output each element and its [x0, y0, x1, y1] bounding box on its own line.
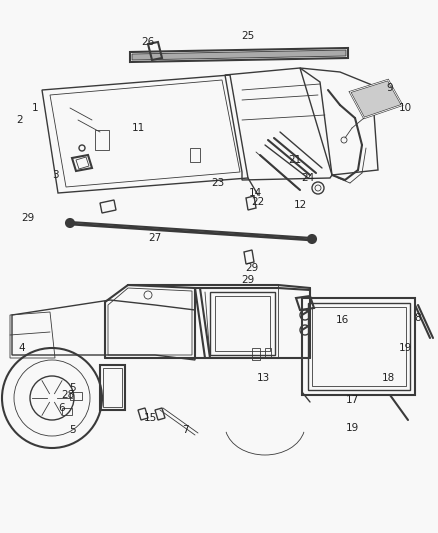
- Text: 11: 11: [131, 123, 145, 133]
- Text: 19: 19: [399, 343, 412, 353]
- Text: 5: 5: [69, 425, 75, 435]
- Polygon shape: [132, 50, 346, 60]
- Text: 6: 6: [59, 403, 65, 413]
- Text: 17: 17: [346, 395, 359, 405]
- Text: 29: 29: [21, 213, 35, 223]
- Text: 14: 14: [248, 188, 261, 198]
- Text: 5: 5: [69, 383, 75, 393]
- Text: 26: 26: [141, 37, 155, 47]
- Text: 12: 12: [293, 200, 307, 210]
- Bar: [190, 148, 200, 162]
- Text: 27: 27: [148, 233, 162, 243]
- Bar: [70, 392, 82, 400]
- Text: 15: 15: [143, 413, 157, 423]
- Text: 2: 2: [17, 115, 23, 125]
- Bar: [62, 408, 72, 415]
- Text: 3: 3: [52, 170, 58, 180]
- Text: 19: 19: [346, 423, 359, 433]
- Text: 21: 21: [288, 155, 302, 165]
- Text: 24: 24: [301, 173, 314, 183]
- Circle shape: [66, 219, 74, 227]
- Text: 23: 23: [212, 178, 225, 188]
- Text: 1: 1: [32, 103, 38, 113]
- Polygon shape: [350, 80, 402, 118]
- Circle shape: [308, 235, 316, 243]
- Bar: [95, 130, 109, 150]
- Text: 25: 25: [241, 31, 254, 41]
- Text: 7: 7: [182, 425, 188, 435]
- Text: 16: 16: [336, 315, 349, 325]
- Text: 9: 9: [387, 83, 393, 93]
- Text: 4: 4: [19, 343, 25, 353]
- Text: 28: 28: [61, 390, 74, 400]
- Text: 29: 29: [245, 263, 258, 273]
- Text: 29: 29: [241, 275, 254, 285]
- Text: 10: 10: [399, 103, 412, 113]
- Text: 22: 22: [251, 197, 265, 207]
- Bar: [265, 348, 271, 358]
- Bar: [252, 348, 260, 360]
- Text: 13: 13: [256, 373, 270, 383]
- Text: 8: 8: [415, 313, 421, 323]
- Text: 18: 18: [381, 373, 395, 383]
